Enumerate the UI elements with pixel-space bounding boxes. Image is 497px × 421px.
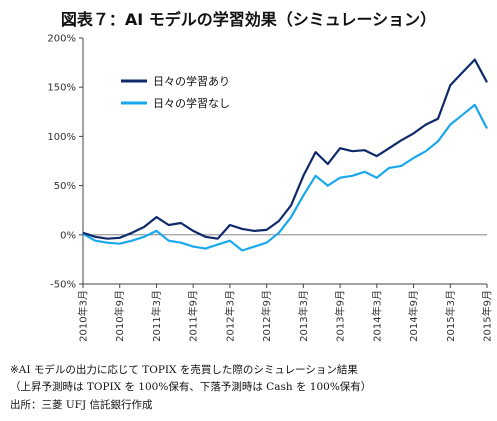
x-tick-label: 2011年9月: [187, 290, 200, 342]
x-tick-label: 2015年9月: [481, 290, 494, 342]
y-tick-label: 150%: [47, 83, 76, 94]
series-line-2: [82, 103, 488, 252]
x-tick-label: 2010年9月: [113, 290, 126, 342]
series-lines: [82, 58, 488, 252]
axes: -50% 0% 50% 100% 150% 200% 2010年3月 2010年9月 2011年…: [47, 34, 493, 342]
chart-title: 図表７：AI モデルの学習効果（シミュレーション）: [60, 10, 437, 29]
y-tick-label: 0%: [60, 230, 76, 241]
source-note: 出所：三菱 UFJ 信託銀行作成: [10, 399, 153, 411]
y-tick-label: -50%: [50, 280, 76, 291]
y-tick-label: 200%: [47, 34, 76, 45]
legend-label-2: 日々の学習なし: [153, 96, 230, 110]
x-tick-label: 2012年3月: [223, 290, 236, 342]
x-tick-label: 2013年9月: [334, 290, 347, 342]
note-line-1: ※AI モデルの出力に応じて TOPIX を売買した際のシミュレーション結果: [10, 364, 358, 376]
series-line-1: [82, 58, 488, 240]
x-tick-label: 2010年3月: [77, 290, 90, 342]
x-tick-label: 2015年3月: [444, 290, 457, 342]
x-tick-label: 2013年3月: [297, 290, 310, 342]
x-tick-label: 2011年3月: [150, 290, 163, 342]
x-tick-label: 2014年3月: [370, 290, 383, 342]
x-tick-label: 2012年9月: [260, 290, 273, 342]
note-line-2: （上昇予測時は TOPIX を 100%保有、下落予測時は Cash を 100…: [10, 381, 372, 393]
x-tick-label: 2014年9月: [407, 290, 420, 342]
y-tick-label: 100%: [47, 132, 76, 143]
y-tick-label: 50%: [54, 181, 76, 192]
legend-label-1: 日々の学習あり: [153, 74, 230, 88]
